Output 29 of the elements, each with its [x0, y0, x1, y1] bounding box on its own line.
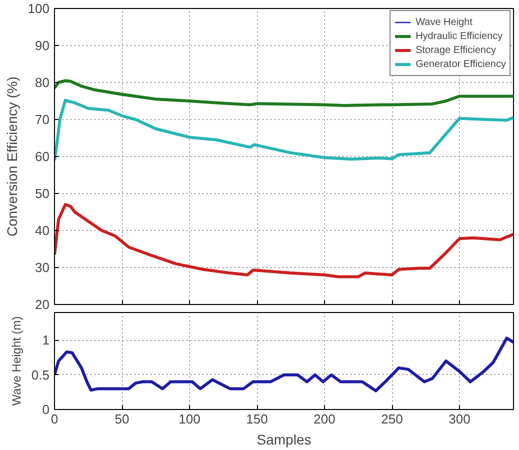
- legend-label: Generator Efficiency: [416, 58, 506, 71]
- y-tick-label: 80: [35, 75, 50, 90]
- line-series: [54, 79, 514, 107]
- line-series: [54, 98, 514, 162]
- x-tick-label: 150: [246, 412, 268, 426]
- legend-label: Hydraulic Efficiency: [416, 30, 503, 43]
- y-tick-label: 90: [35, 38, 50, 53]
- y-tick-label: 60: [35, 149, 50, 164]
- x-tick-label: 250: [381, 412, 403, 426]
- y-tick-label: 30: [35, 260, 50, 275]
- y-axis-title: Wave Height (m): [9, 316, 24, 406]
- y-tick-label: 70: [35, 112, 50, 127]
- x-axis-title: Samples: [256, 432, 312, 448]
- legend-label: Storage Efficiency: [416, 44, 496, 57]
- x-tick-label: 50: [114, 412, 130, 426]
- y-tick-label: 100: [28, 1, 50, 16]
- line-series: [54, 203, 514, 278]
- legend-label: Wave Height: [416, 16, 472, 29]
- x-tick-label: 100: [178, 412, 200, 426]
- y-tick-label: 1: [42, 332, 50, 348]
- y-tick-label: 50: [35, 186, 50, 201]
- x-tick-label: 200: [314, 412, 336, 426]
- x-tick-label: 300: [448, 412, 470, 426]
- y-axis-title: Conversion Efficiency (%): [4, 76, 20, 237]
- y-tick-label: 0: [42, 402, 50, 417]
- y-tick-label: 40: [35, 223, 50, 238]
- line-series: [54, 336, 514, 392]
- y-tick-label: 0.5: [31, 367, 50, 382]
- y-tick-label: 20: [35, 297, 50, 312]
